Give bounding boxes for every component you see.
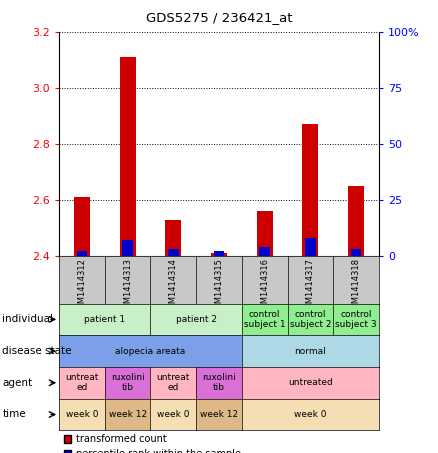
Text: GSM1414318: GSM1414318 (352, 258, 360, 314)
Bar (123, 240, 133, 256)
Bar (259, 247, 270, 256)
Text: transformed count: transformed count (76, 434, 166, 444)
Bar (77, 251, 87, 256)
Bar (305, 238, 315, 256)
Text: GSM1414316: GSM1414316 (260, 258, 269, 314)
Text: alopecia areata: alopecia areata (115, 347, 186, 356)
Text: time: time (2, 410, 26, 419)
Text: week 0: week 0 (294, 410, 327, 419)
Text: normal: normal (294, 347, 326, 356)
Bar (211, 253, 227, 256)
Text: GSM1414313: GSM1414313 (123, 258, 132, 314)
Text: week 0: week 0 (157, 410, 190, 419)
Text: control
subject 2: control subject 2 (290, 310, 331, 329)
Text: GSM1414312: GSM1414312 (78, 258, 86, 314)
Bar (165, 220, 181, 256)
Text: individual: individual (2, 314, 53, 324)
Text: agent: agent (2, 378, 32, 388)
Text: untreated: untreated (288, 378, 333, 387)
Text: percentile rank within the sample: percentile rank within the sample (76, 449, 241, 453)
Text: disease state: disease state (2, 346, 72, 356)
Text: ruxolini
tib: ruxolini tib (111, 373, 145, 392)
Text: untreat
ed: untreat ed (65, 373, 99, 392)
Text: week 12: week 12 (109, 410, 147, 419)
Bar (257, 211, 273, 256)
Text: GDS5275 / 236421_at: GDS5275 / 236421_at (146, 11, 292, 24)
Bar (351, 249, 361, 256)
Text: ruxolini
tib: ruxolini tib (202, 373, 236, 392)
Text: week 0: week 0 (66, 410, 98, 419)
Text: GSM1414314: GSM1414314 (169, 258, 178, 314)
Bar (120, 57, 136, 256)
Text: patient 1: patient 1 (84, 315, 125, 324)
Text: control
subject 1: control subject 1 (244, 310, 286, 329)
Bar (74, 197, 90, 256)
Bar (348, 186, 364, 256)
Text: GSM1414317: GSM1414317 (306, 258, 315, 314)
Text: untreat
ed: untreat ed (157, 373, 190, 392)
Text: GSM1414315: GSM1414315 (215, 258, 223, 314)
Bar (168, 249, 179, 256)
Text: patient 2: patient 2 (176, 315, 217, 324)
Bar (302, 124, 318, 256)
Text: control
subject 3: control subject 3 (335, 310, 377, 329)
Bar (214, 251, 224, 256)
Text: week 12: week 12 (200, 410, 238, 419)
